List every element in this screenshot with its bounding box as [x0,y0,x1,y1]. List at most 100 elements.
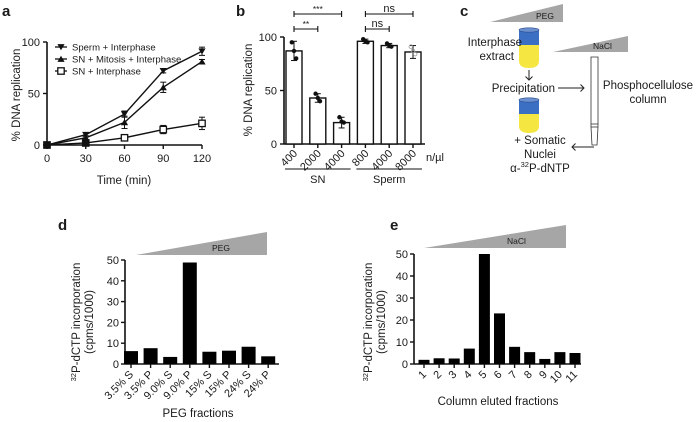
data-point [120,133,129,142]
significance-label: ns [371,18,383,30]
x-tick-label: 4000 [322,148,348,174]
bar [554,352,566,364]
panel-e-ylabel-1: 32P-dCTP incorporation [361,263,375,382]
arrow-down-icon [525,70,533,81]
gradient-wedge [136,232,267,255]
bar [433,358,445,364]
data-point [341,120,346,125]
data-point [81,139,90,147]
gradient-wedge [424,225,566,248]
y-tick-label: 40 [396,271,408,283]
nacl-wedge [553,36,628,52]
bar [202,351,217,364]
y-tick-label: 0 [34,140,40,152]
extract-label-2: extract [479,51,514,63]
data-point [413,51,418,57]
arrow-left-icon [571,143,594,151]
data-point [337,115,342,120]
panel-a-ylabel: % DNA replication [11,49,23,142]
gradient-wedge-label: NaCl [507,236,526,246]
ntp-label: α-32P-dNTP [510,160,570,175]
x-tick-label: 6 [492,369,505,382]
panel-b-ylabel: % DNA replication [243,44,255,137]
y-tick-label: 50 [396,249,408,261]
y-tick-label: 100 [259,32,277,44]
x-tick-label: 2 [431,369,444,382]
bar [448,358,460,364]
panel-d-xlabel: PEG fractions [163,408,234,420]
nacl-wedge-label: NaCl [593,41,612,51]
x-tick-label: 9 [537,369,550,382]
data-point [408,44,413,49]
y-tick-label: 0 [113,359,119,371]
data-point [198,58,206,65]
data-point [289,40,294,45]
x-tick-label: 2000 [298,148,324,174]
legend-marker [57,55,65,62]
data-point [365,40,370,45]
extract-label-1: Interphase [468,37,522,49]
bar [163,356,178,364]
data-point [159,84,167,91]
data-point [389,44,394,49]
precipitation-label: Precipitation [492,83,555,95]
tube-extract [518,27,540,68]
data-point [294,56,299,61]
x-tick-label: 30 [80,153,92,165]
y-tick-label: 0 [402,359,408,371]
x-tick-label: 1 [416,369,429,382]
legend-label: SN + Interphase [72,67,141,78]
bar [418,359,430,364]
y-tick-label: 30 [396,293,408,305]
bar [241,346,256,364]
bar [222,350,236,364]
x-tick-label: 11 [564,369,581,386]
data-point [159,125,168,134]
panel-a-xlabel: Time (min) [97,175,152,187]
bar [478,254,490,364]
panel-d-ylabel-1: 32P-dCTP incorporation [69,263,83,382]
data-point [291,48,297,54]
data-point [315,95,320,101]
x-tick-label: 5 [477,369,490,382]
bar [356,40,375,145]
panel-c-label: c [460,3,468,20]
y-tick-label: 20 [396,315,408,327]
y-tick-label: 50 [28,89,40,101]
bar [404,51,422,145]
bar [569,353,581,364]
tube-fraction [518,97,540,133]
y-tick-label: 30 [107,297,119,309]
panel-d-ylabel-2: (cpms/1000) [84,290,96,354]
bar [539,358,551,364]
x-tick-label: 3 [447,369,460,382]
column-label-1: Phosphocellulose [603,80,693,92]
y-tick-label: 10 [396,337,408,349]
panel-a-label: a [2,3,11,20]
panel-d: d 32P-dCTP incorporation (cpms/1000) PEG… [58,217,279,420]
y-tick-label: 40 [107,276,119,288]
significance-label: *** [313,4,324,14]
y-tick-label: 100 [22,37,40,49]
x-tick-label: 90 [157,153,169,165]
data-point [410,48,416,54]
legend-marker [57,44,65,51]
bar [494,313,505,364]
x-tick-label: 7 [507,369,520,382]
bar [380,44,398,145]
arrow-right-icon [558,84,585,92]
panel-e-xlabel: Column eluted fractions [438,396,559,408]
peg-wedge-label: PEG [536,11,554,21]
bar [124,351,138,364]
panel-e-ylabel-2: (cpms/1000) [376,290,388,354]
significance-label: ns [383,3,395,15]
x-tick-label: 120 [193,153,211,165]
column-icon [590,56,599,146]
column-label-2: column [629,94,666,106]
bar [309,97,327,145]
data-point [159,67,167,75]
y-tick-label: 20 [107,317,119,329]
